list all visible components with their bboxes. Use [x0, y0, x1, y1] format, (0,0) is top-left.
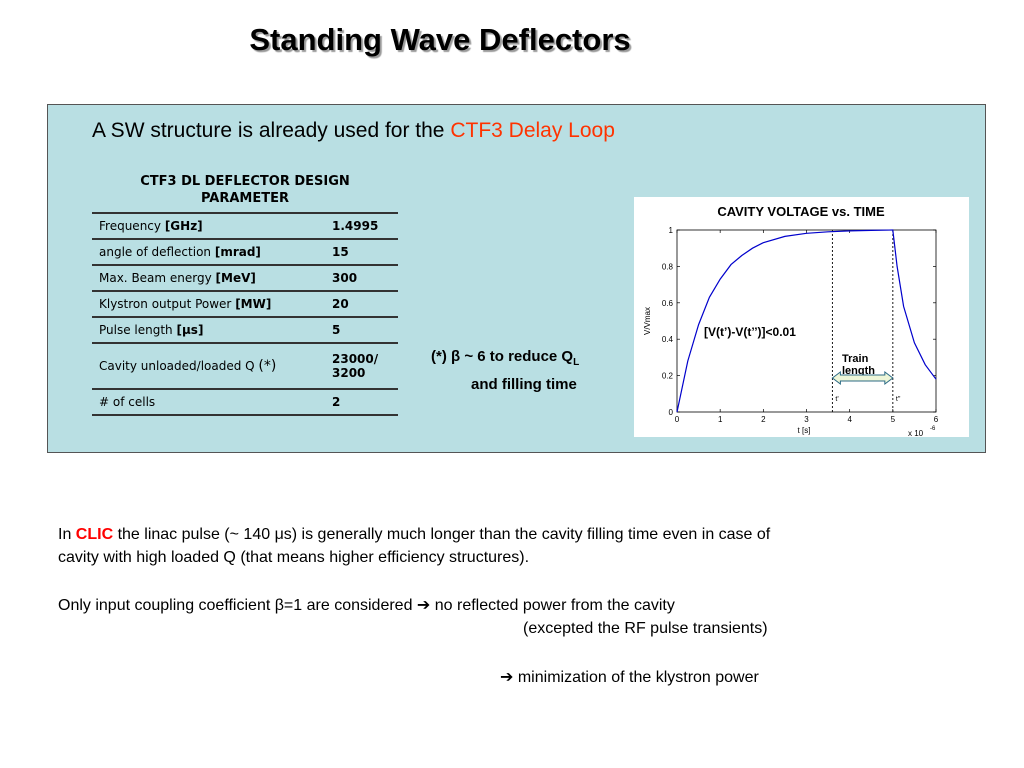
y-tick-label: 0.4	[662, 335, 674, 344]
param-value: 1.4995	[325, 212, 398, 240]
y-tick-label: 0.8	[662, 262, 674, 271]
x-tick-label: 3	[804, 415, 809, 424]
x-axis-label: t [s]	[798, 426, 811, 435]
clic-line2: cavity with high loaded Q (that means hi…	[58, 549, 530, 566]
x-tick-label: 4	[847, 415, 852, 424]
x-tick-label: 6	[934, 415, 939, 424]
plot-frame	[676, 229, 937, 413]
page-title: Standing Wave Deflectors	[249, 22, 631, 57]
param-name: Klystron output Power [MW]	[92, 291, 325, 318]
intro-text: A SW structure is already used for the C…	[92, 119, 615, 143]
y-tick-label: 0.6	[662, 299, 674, 308]
y-axis-label: V/Vmax	[643, 307, 652, 335]
table-row: Pulse length [μs] 5	[92, 317, 398, 344]
x-tick-label: 2	[761, 415, 766, 424]
parameter-table: Frequency [GHz] 1.4995 angle of deflecti…	[92, 212, 398, 416]
table-row: Max. Beam energy [MeV] 300	[92, 265, 398, 292]
coupling-line2: (excepted the RF pulse transients)	[523, 620, 768, 637]
voltage-annotation: [V(t’)-V(t’’)]<0.01	[704, 325, 796, 339]
y-tick-label: 0.2	[662, 372, 674, 381]
param-name: Cavity unloaded/loaded Q (*)	[92, 343, 325, 390]
table-row: angle of deflection [mrad] 15	[92, 239, 398, 266]
param-name: Pulse length [μs]	[92, 317, 325, 344]
chart-svg: CAVITY VOLTAGE vs. TIME V/Vmax t [s] x 1…	[643, 204, 939, 437]
table-row: Cavity unloaded/loaded Q (*) 23000/3200	[92, 343, 398, 390]
y-tick-label: 0	[669, 408, 674, 417]
x-multiplier-base: x 10	[908, 429, 924, 437]
cavity-voltage-chart: CAVITY VOLTAGE vs. TIME V/Vmax t [s] x 1…	[634, 197, 969, 437]
x-tick-label: 0	[675, 415, 680, 424]
param-name: Frequency [GHz]	[92, 212, 325, 240]
coupling-paragraph: Only input coupling coefficient β=1 are …	[58, 594, 768, 640]
clic-line1: In CLIC the linac pulse (~ 140 μs) is ge…	[58, 526, 771, 543]
param-value: 300	[325, 265, 398, 292]
y-tick-label: 1	[669, 226, 674, 235]
table-header-line1: CTF3 DL DEFLECTOR DESIGN	[140, 174, 350, 189]
table-row: # of cells 2	[92, 389, 398, 416]
param-value: 5	[325, 317, 398, 344]
q-note: (*) β ~ 6 to reduce QL and filling time	[431, 346, 579, 396]
train-label-line2: length	[842, 365, 875, 377]
x-tick-label: 1	[718, 415, 723, 424]
ctf3-panel: A SW structure is already used for the C…	[47, 104, 986, 453]
x-tick-label: 5	[891, 415, 896, 424]
param-name: angle of deflection [mrad]	[92, 239, 325, 266]
x-multiplier-exp: -6	[930, 426, 936, 432]
intro-lead: A SW structure is already used for the	[92, 119, 451, 142]
param-value: 20	[325, 291, 398, 318]
chart-title: CAVITY VOLTAGE vs. TIME	[717, 204, 885, 219]
coupling-line1: Only input coupling coefficient β=1 are …	[58, 597, 675, 614]
marker-label: t'	[835, 396, 838, 403]
clic-paragraph: In CLIC the linac pulse (~ 140 μs) is ge…	[58, 523, 770, 569]
intro-highlight: CTF3 Delay Loop	[450, 119, 615, 142]
param-name: # of cells	[92, 389, 325, 416]
train-label-line1: Train	[842, 353, 869, 365]
table-header-line2: PARAMETER	[200, 191, 290, 206]
param-value: 23000/3200	[325, 343, 398, 390]
marker-label: t''	[896, 396, 901, 403]
param-name: Max. Beam energy [MeV]	[92, 265, 325, 292]
table-header: CTF3 DL DEFLECTOR DESIGN PARAMETER	[92, 173, 398, 207]
param-value: 15	[325, 239, 398, 266]
voltage-curve	[676, 229, 937, 413]
q-note-line1: (*) β ~ 6 to reduce QL	[431, 348, 580, 368]
klystron-paragraph: ➔ minimization of the klystron power	[500, 669, 759, 686]
param-value: 2	[325, 389, 398, 416]
train-length-arrow	[831, 371, 894, 385]
q-note-line2: and filling time	[471, 376, 577, 393]
table-row: Frequency [GHz] 1.4995	[92, 212, 398, 240]
table-row: Klystron output Power [MW] 20	[92, 291, 398, 318]
